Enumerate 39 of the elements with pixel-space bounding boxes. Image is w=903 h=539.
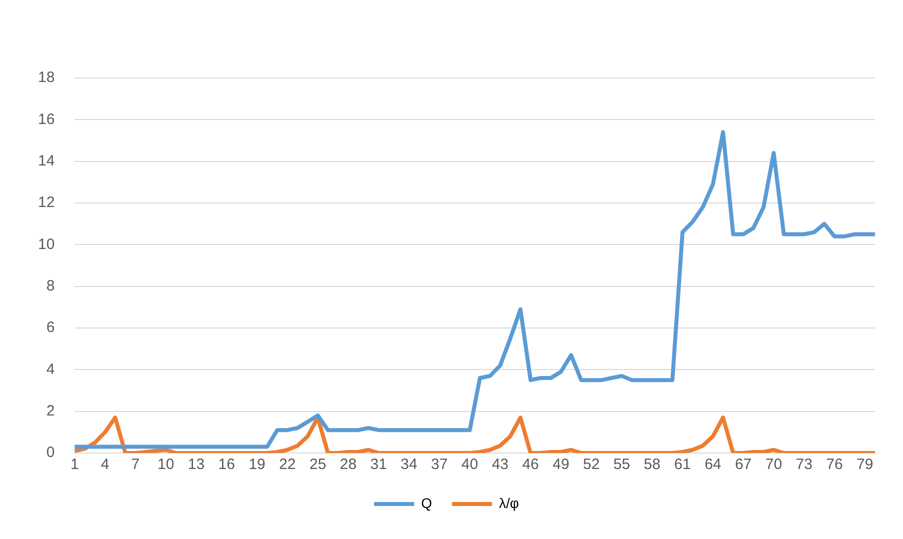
x-tick-label: 34 [400,456,418,474]
x-tick-label: 7 [131,456,140,474]
y-tick-label: 10 [38,236,55,253]
y-tick-label: 18 [38,69,55,86]
y-tick-label: 4 [46,360,55,378]
x-tick-label: 73 [796,456,812,474]
x-tick-label: 37 [431,456,448,474]
y-tick-label: 0 [46,444,55,462]
y-tick-label: 6 [46,319,55,336]
x-tick-label: 1 [70,456,79,474]
x-tick-label: 19 [248,456,266,474]
x-tick-label: 31 [370,456,387,474]
x-tick-label: 22 [279,456,296,474]
x-tick-label: 49 [552,456,570,474]
y-tick-label: 2 [46,402,55,420]
x-tick-label: 25 [309,456,326,474]
x-tick-label: 67 [734,456,752,474]
x-tick-label: 52 [583,456,600,474]
x-tick-label: 43 [492,456,509,474]
x-tick-label: 10 [158,456,174,474]
y-tick-label: 12 [38,194,55,212]
x-tick-label: 40 [461,456,478,474]
x-tick-label: 46 [522,456,539,474]
y-tick-label: 14 [38,152,55,170]
x-tick-label: 76 [826,456,843,474]
x-tick-label: 28 [340,456,357,474]
legend-label: λ/φ [498,494,519,511]
x-tick-label: 58 [644,456,660,474]
legend-label: Q [421,494,432,511]
x-tick-label: 64 [704,456,722,474]
x-tick-label: 16 [218,456,235,474]
x-tick-label: 55 [613,456,630,474]
x-tick-label: 13 [188,456,205,474]
x-tick-label: 4 [100,456,110,474]
x-tick-label: 70 [765,456,782,474]
y-tick-label: 16 [38,110,55,128]
y-tick-label: 8 [46,277,55,294]
x-tick-label: 61 [674,456,691,474]
x-tick-label: 79 [856,456,874,474]
